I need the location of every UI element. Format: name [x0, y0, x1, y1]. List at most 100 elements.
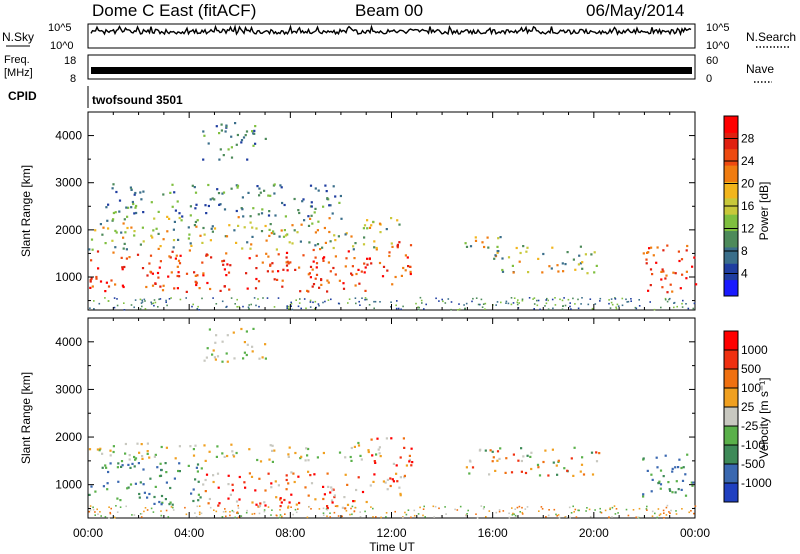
data-cell [478, 449, 481, 452]
data-cell [101, 233, 104, 236]
data-cell [554, 297, 556, 299]
data-cell [682, 299, 684, 302]
data-cell [351, 505, 354, 508]
data-cell [385, 228, 388, 231]
data-cell [202, 272, 205, 275]
data-cell [129, 466, 132, 469]
data-cell [141, 455, 144, 458]
data-cell [143, 491, 146, 494]
data-cell [339, 194, 342, 198]
data-cell [222, 511, 225, 513]
data-cell [104, 242, 107, 245]
data-cell [493, 257, 496, 260]
data-cell [611, 303, 614, 306]
data-cell [390, 217, 393, 220]
x-axis-label: Time UT [369, 540, 415, 554]
data-cell [120, 460, 124, 463]
data-cell [179, 254, 182, 257]
data-cell [226, 360, 229, 363]
data-cell [106, 482, 109, 485]
data-cell [580, 463, 584, 466]
freq-trace [91, 67, 692, 74]
data-cell [232, 455, 236, 458]
data-cell [227, 483, 230, 486]
data-cell [342, 287, 346, 290]
data-cell [634, 306, 637, 309]
data-cell [613, 505, 616, 507]
data-cell [112, 450, 115, 454]
data-cell [229, 511, 231, 513]
data-cell [140, 198, 143, 201]
data-cell [131, 514, 133, 516]
data-cell [121, 464, 124, 467]
data-cell [609, 508, 611, 511]
data-cell [479, 303, 481, 306]
data-cell [154, 485, 157, 488]
data-cell [661, 286, 664, 289]
data-cell [274, 480, 277, 483]
data-cell [113, 297, 116, 299]
data-cell [354, 284, 357, 287]
data-cell [144, 300, 146, 302]
colorbar-tick-label: 8 [741, 244, 748, 258]
data-cell [195, 283, 198, 287]
data-cell [228, 224, 231, 227]
data-cell [224, 508, 226, 510]
data-cell [245, 272, 248, 275]
data-cell [264, 504, 267, 507]
data-cell [177, 259, 181, 262]
data-cell [227, 271, 231, 274]
data-cell [236, 298, 238, 301]
data-cell [608, 302, 610, 305]
data-cell [125, 505, 127, 508]
data-cell [291, 308, 294, 311]
data-cell [491, 460, 494, 463]
data-cell [348, 298, 351, 300]
data-cell [115, 231, 118, 234]
data-cell [598, 452, 601, 455]
data-cell [695, 283, 698, 286]
data-cell [91, 285, 94, 288]
data-cell [89, 280, 92, 283]
data-cell [189, 445, 192, 448]
data-cell [236, 184, 240, 187]
data-cell [129, 483, 133, 486]
data-cell [577, 263, 580, 266]
data-cell [251, 235, 254, 238]
data-cell [344, 456, 347, 459]
data-cell [104, 290, 107, 293]
data-cell [657, 482, 660, 485]
colorbar-tick-label: 1000 [741, 343, 768, 357]
data-cell [154, 453, 157, 456]
data-cell [197, 499, 200, 502]
data-cell [268, 210, 271, 213]
data-cell [312, 260, 315, 263]
data-cell [663, 512, 665, 514]
colorbar-swatch [724, 263, 738, 281]
data-cell [590, 451, 594, 454]
data-cell [124, 442, 127, 446]
data-cell [637, 516, 639, 519]
data-cell [149, 254, 153, 257]
data-cell [272, 230, 275, 233]
data-cell [687, 307, 690, 310]
data-cell [420, 299, 423, 302]
data-cell [299, 290, 302, 293]
data-cell [309, 217, 312, 220]
data-cell [132, 202, 135, 206]
data-cell [251, 345, 254, 348]
data-cell [326, 290, 329, 293]
data-cell [510, 297, 513, 299]
data-cell [128, 458, 131, 461]
freq-tick-top: 18 [64, 55, 76, 67]
data-cell [286, 306, 288, 308]
data-cell [500, 301, 502, 304]
data-cell [93, 300, 95, 302]
data-cell [225, 515, 227, 518]
data-cell [693, 512, 695, 515]
data-cell [467, 509, 469, 512]
data-cell [508, 516, 511, 519]
data-cell [148, 456, 151, 459]
data-cell [219, 203, 222, 206]
